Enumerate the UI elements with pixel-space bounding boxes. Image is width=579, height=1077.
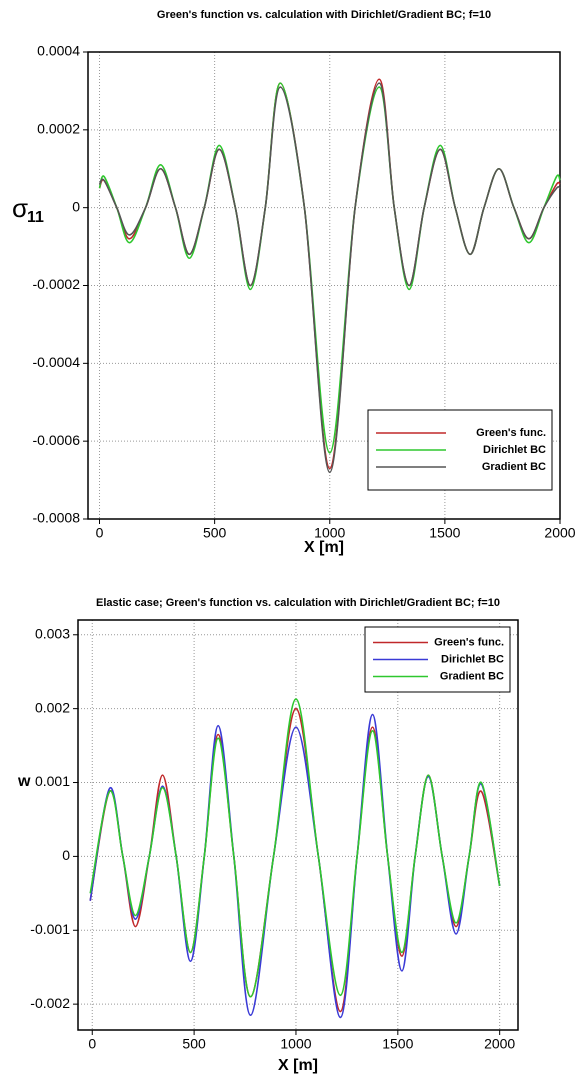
- chart-title: Elastic case; Green's function vs. calcu…: [96, 597, 500, 609]
- y-axis-label-subscript: 11: [27, 209, 44, 226]
- y-tick-label: 0: [72, 198, 80, 214]
- legend-label: Green's func.: [434, 636, 504, 648]
- series-line: [98, 82, 561, 474]
- x-tick-label: 2000: [544, 525, 575, 541]
- x-tick-label: 500: [203, 525, 227, 541]
- y-tick-label: -0.001: [30, 921, 70, 937]
- y-tick-label: 0.0002: [37, 121, 80, 137]
- series-line: [89, 698, 501, 998]
- y-tick-label: -0.0008: [33, 510, 81, 526]
- y-tick-label: -0.002: [30, 995, 70, 1011]
- legend-label: Gradient BC: [440, 670, 504, 682]
- series-line: [89, 707, 501, 1013]
- y-tick-label: 0.0004: [37, 43, 80, 59]
- y-tick-label: 0.003: [35, 625, 70, 641]
- x-tick-label: 1500: [382, 1036, 413, 1052]
- y-tick-label: 0: [62, 847, 70, 863]
- y-axis-label: σ: [12, 193, 28, 223]
- chart-title: Green's function vs. calculation with Di…: [157, 9, 491, 21]
- y-tick-label: -0.0004: [33, 354, 81, 370]
- x-tick-label: 1000: [314, 525, 345, 541]
- x-axis-label: X [m]: [278, 1057, 318, 1074]
- y-tick-label: -0.0006: [33, 432, 81, 448]
- plot-frame: [77, 619, 519, 1031]
- x-tick-label: 1000: [280, 1036, 311, 1052]
- legend-label: Dirichlet BC: [441, 653, 504, 665]
- legend-label: Green's func.: [476, 427, 546, 439]
- x-tick-label: 1500: [429, 525, 460, 541]
- y-tick-label: 0.002: [35, 699, 70, 715]
- y-tick-label: 0.001: [35, 773, 70, 789]
- plot-frame: [87, 51, 561, 520]
- y-tick-label: -0.0002: [33, 276, 81, 292]
- x-tick-label: 500: [182, 1036, 206, 1052]
- x-tick-label: 0: [88, 1036, 96, 1052]
- x-tick-label: 2000: [484, 1036, 515, 1052]
- legend-label: Gradient BC: [482, 461, 546, 473]
- x-tick-label: 0: [96, 525, 104, 541]
- series-line: [89, 713, 501, 1019]
- y-axis-label: w: [17, 773, 31, 790]
- legend-label: Dirichlet BC: [483, 444, 546, 456]
- x-axis-label: X [m]: [304, 539, 344, 556]
